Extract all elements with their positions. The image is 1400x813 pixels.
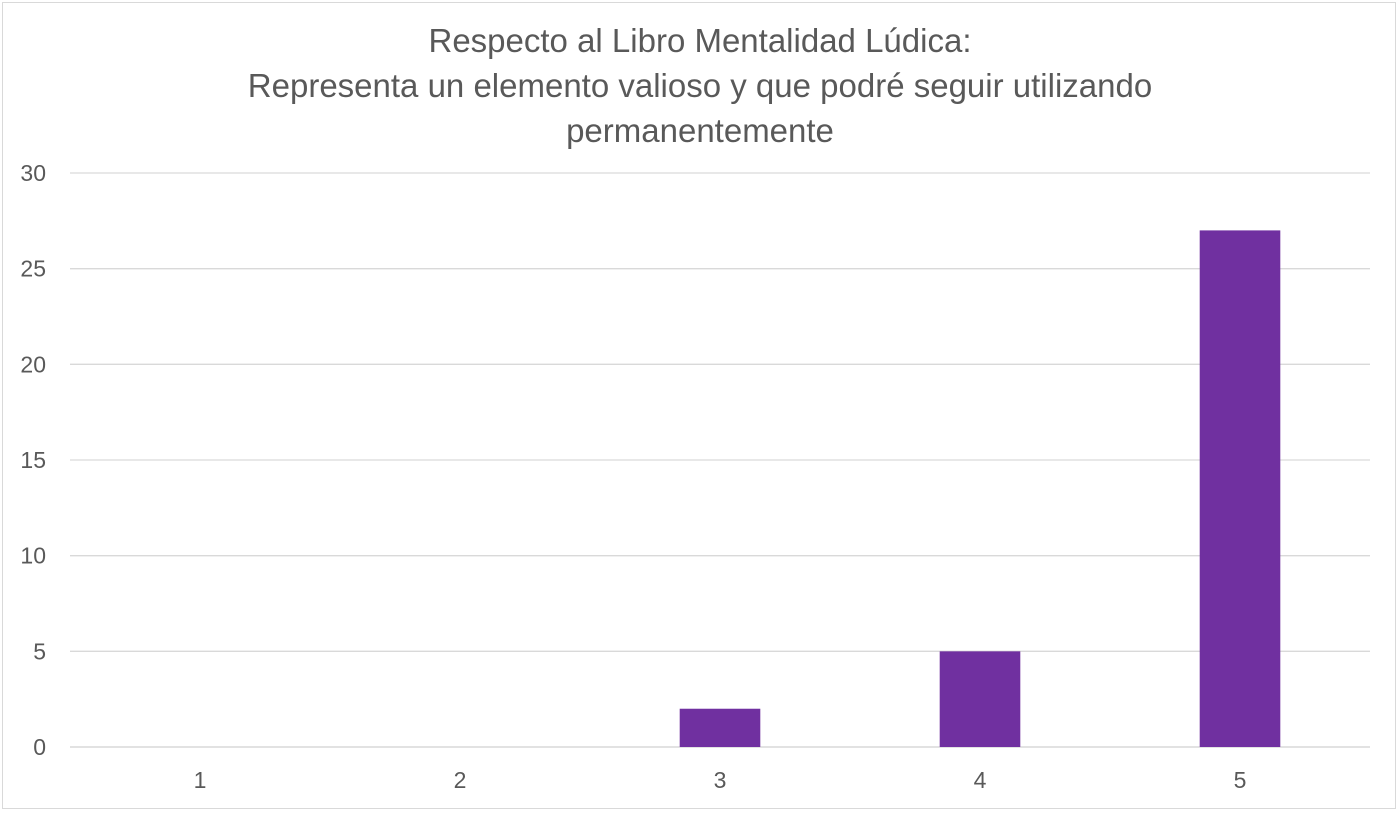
bar-4 xyxy=(939,651,1021,747)
bars xyxy=(679,230,1281,747)
x-tick-label-4: 4 xyxy=(974,767,987,793)
x-tick-label-2: 2 xyxy=(454,767,467,793)
y-tick-label-30: 30 xyxy=(20,160,46,186)
chart-title: Respecto al Libro Mentalidad Lúdica: Rep… xyxy=(0,18,1400,153)
y-tick-label-10: 10 xyxy=(20,543,46,569)
gridlines xyxy=(70,172,1370,748)
x-axis-tick-labels: 1 2 3 4 5 xyxy=(194,767,1247,793)
bar-3 xyxy=(679,708,761,747)
x-tick-label-1: 1 xyxy=(194,767,207,793)
chart-title-line-1: Respecto al Libro Mentalidad Lúdica: xyxy=(428,22,972,59)
y-tick-label-0: 0 xyxy=(33,734,46,760)
chart-title-line-2: Representa un elemento valioso y que pod… xyxy=(247,67,1153,104)
x-tick-label-5: 5 xyxy=(1234,767,1247,793)
y-tick-label-5: 5 xyxy=(33,638,46,664)
y-tick-label-25: 25 xyxy=(20,256,46,282)
y-axis-tick-labels: 0 5 10 15 20 25 30 xyxy=(20,160,46,760)
y-tick-label-15: 15 xyxy=(20,447,46,473)
chart-title-line-3: permanentemente xyxy=(566,112,834,149)
x-tick-label-3: 3 xyxy=(714,767,727,793)
bar-5 xyxy=(1199,230,1281,747)
y-tick-label-20: 20 xyxy=(20,351,46,377)
